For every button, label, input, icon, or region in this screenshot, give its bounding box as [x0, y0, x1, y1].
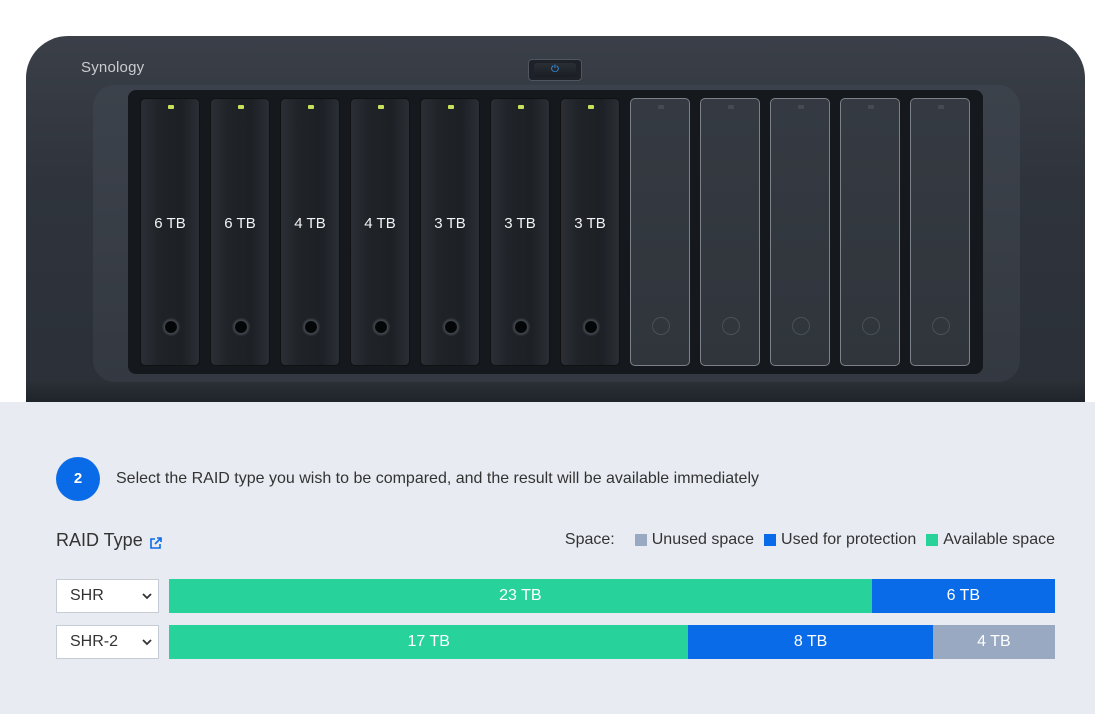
- chevron-down-icon: [142, 593, 152, 600]
- raid-type-select-value: SHR: [70, 587, 104, 604]
- drive-bay-slot-empty[interactable]: [840, 98, 900, 366]
- drive-capacity-label: 3 TB: [504, 215, 536, 232]
- brand-logo: Synology: [81, 59, 145, 76]
- capacity-segment-protection: 8 TB: [688, 625, 933, 659]
- capacity-segment-protection: 6 TB: [871, 579, 1055, 613]
- drive-capacity-label: 4 TB: [294, 215, 326, 232]
- drive-lock-icon: [652, 317, 670, 335]
- space-legend: Space: Unused space Used for protection …: [565, 531, 1055, 549]
- legend-item-available: Available space: [926, 531, 1055, 549]
- raid-type-select-2[interactable]: SHR-2: [56, 625, 159, 659]
- drive-capacity-label: 3 TB: [434, 215, 466, 232]
- capacity-bar-1: 23 TB 6 TB: [169, 579, 1055, 613]
- external-link-icon[interactable]: [149, 534, 163, 549]
- drive-lock-icon: [441, 317, 461, 337]
- drive-status-led: [378, 105, 384, 109]
- drive-lock-icon: [161, 317, 181, 337]
- drive-status-led: [588, 105, 594, 109]
- drive-bay-slot-filled[interactable]: 3 TB: [490, 98, 550, 366]
- drive-bay-slot-filled[interactable]: 4 TB: [350, 98, 410, 366]
- nas-illustration: Synology ⏻ 6 TB 6 TB 4 TB 4 TB 3 TB 3 TB 3 TB: [26, 36, 1085, 402]
- drive-lock-icon: [511, 317, 531, 337]
- drive-status-led: [448, 105, 454, 109]
- legend-swatch-available: [926, 534, 939, 546]
- drive-bay-slot-filled[interactable]: 6 TB: [140, 98, 200, 366]
- drive-lock-icon: [581, 317, 601, 337]
- legend-swatch-protection: [764, 534, 777, 546]
- legend-item-unused: Unused space: [634, 531, 755, 549]
- drive-status-led: [868, 105, 874, 109]
- drive-lock-icon: [722, 317, 740, 335]
- raid-type-select-1[interactable]: SHR: [56, 579, 159, 613]
- drive-status-led: [308, 105, 314, 109]
- drive-lock-icon: [932, 317, 950, 335]
- drive-bay-slot-empty[interactable]: [630, 98, 690, 366]
- drive-lock-icon: [862, 317, 880, 335]
- capacity-segment-unused: 4 TB: [932, 625, 1055, 659]
- power-button: ⏻: [528, 59, 582, 81]
- capacity-segment-available: 17 TB: [169, 625, 689, 659]
- raid-type-heading: RAID Type: [56, 530, 163, 551]
- drive-bay-slot-empty[interactable]: [770, 98, 830, 366]
- legend-item-protection: Used for protection: [764, 531, 916, 549]
- drive-bay-slot-filled[interactable]: 3 TB: [420, 98, 480, 366]
- legend-swatch-unused: [634, 534, 647, 546]
- legend-label: Space:: [564, 531, 615, 548]
- legend-text-available: Available space: [943, 531, 1055, 548]
- chevron-down-icon: [142, 639, 152, 646]
- step-number-badge: 2: [56, 457, 100, 501]
- drive-status-led: [658, 105, 664, 109]
- drive-lock-icon: [231, 317, 251, 337]
- drive-status-led: [938, 105, 944, 109]
- legend-text-unused: Unused space: [651, 531, 755, 548]
- drive-capacity-label: 3 TB: [574, 215, 606, 232]
- drive-capacity-label: 6 TB: [224, 215, 256, 232]
- capacity-bar-2: 17 TB 8 TB 4 TB: [169, 625, 1055, 659]
- drive-status-led: [168, 105, 174, 109]
- drive-bay-slot-filled[interactable]: 4 TB: [280, 98, 340, 366]
- legend-text-protection: Used for protection: [781, 531, 917, 548]
- step-instruction: Select the RAID type you wish to be comp…: [116, 470, 759, 487]
- power-icon: ⏻: [534, 63, 576, 77]
- drive-status-led: [518, 105, 524, 109]
- drive-bay-slot-filled[interactable]: 6 TB: [210, 98, 270, 366]
- raid-type-label: RAID Type: [56, 530, 143, 550]
- drive-status-led: [728, 105, 734, 109]
- drive-capacity-label: 6 TB: [154, 215, 186, 232]
- drive-lock-icon: [301, 317, 321, 337]
- drive-bay-slot-empty[interactable]: [700, 98, 760, 366]
- capacity-segment-available: 23 TB: [169, 579, 872, 613]
- raid-calculator-panel: [0, 402, 1095, 714]
- raid-type-select-value: SHR-2: [70, 633, 119, 650]
- drive-status-led: [238, 105, 244, 109]
- drive-bay-slot-filled[interactable]: 3 TB: [560, 98, 620, 366]
- drive-status-led: [798, 105, 804, 109]
- drive-lock-icon: [371, 317, 391, 337]
- drive-bay-slot-empty[interactable]: [910, 98, 970, 366]
- drive-lock-icon: [792, 317, 810, 335]
- drive-capacity-label: 4 TB: [364, 215, 396, 232]
